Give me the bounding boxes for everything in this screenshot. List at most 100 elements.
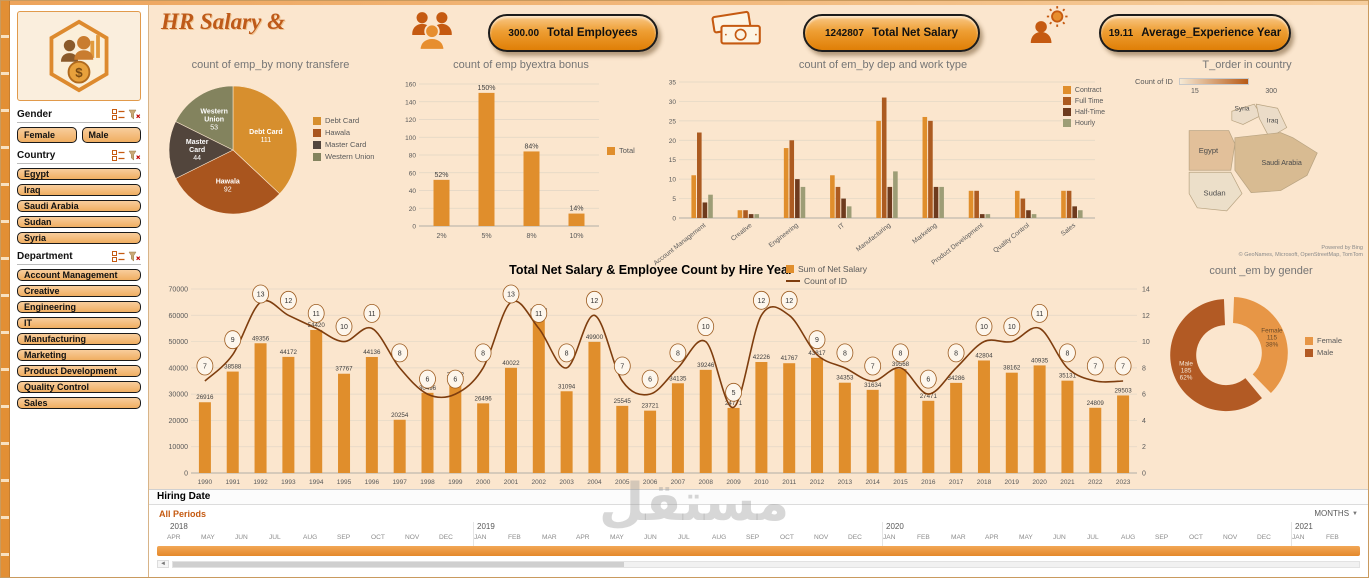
people-group-icon — [412, 12, 452, 51]
timeline-month-dec-2018[interactable]: DEC — [439, 534, 453, 541]
svg-text:11: 11 — [535, 311, 542, 318]
timeline-month-aug-2018[interactable]: AUG — [303, 534, 318, 541]
svg-text:40022: 40022 — [502, 360, 520, 367]
slicer-header: Gender — [17, 109, 141, 123]
clear-filter-icon[interactable] — [128, 150, 141, 161]
timeline-month-apr-2019[interactable]: APR — [576, 534, 590, 541]
slicer-item-male[interactable]: Male — [81, 127, 141, 143]
slicer-item-egypt[interactable]: Egypt — [17, 168, 141, 180]
timeline-month-apr-2020[interactable]: APR — [985, 534, 999, 541]
svg-text:15: 15 — [669, 157, 677, 164]
slicer-item-saudi-arabia[interactable]: Saudi Arabia — [17, 200, 141, 212]
pie-chart-title: count of emp_by mony transfere — [191, 59, 350, 71]
timeline-year-group-2018: 2018 APR MAY JUN JUL AUG SEP OCT NOV DEC — [167, 522, 473, 546]
legend-entry-hourly: Hourly — [1062, 119, 1105, 127]
svg-text:26916: 26916 — [196, 394, 214, 401]
svg-text:Account Management: Account Management — [652, 222, 707, 267]
timeline-month-nov-2019[interactable]: NOV — [814, 534, 829, 541]
donut-chart-card: count _em by gender Female 115 38% Male 185 6… — [1155, 265, 1367, 465]
timeline-month-apr-2018[interactable]: APR — [167, 534, 181, 541]
slicer-item-account-management[interactable]: Account Management — [17, 269, 141, 281]
timeline-month-may-2018[interactable]: MAY — [201, 534, 215, 541]
slicer-item-marketing[interactable]: Marketing — [17, 349, 141, 361]
kpi-total-net-salary: 1242807 Total Net Salary — [803, 14, 980, 52]
timeline-month-may-2019[interactable]: MAY — [610, 534, 624, 541]
timeline-month-mar-2019[interactable]: MAR — [542, 534, 557, 541]
timeline-scrollbar-thumb[interactable] — [173, 561, 624, 567]
timeline-month-aug-2020[interactable]: AUG — [1121, 534, 1136, 541]
timeline-month-nov-2018[interactable]: NOV — [405, 534, 420, 541]
timeline-month-aug-2019[interactable]: AUG — [712, 534, 727, 541]
svg-text:31634: 31634 — [864, 382, 882, 389]
slicer-item-syria[interactable]: Syria — [17, 232, 141, 244]
company-logo: $ — [17, 11, 141, 101]
slicer-item-creative[interactable]: Creative — [17, 285, 141, 297]
svg-text:8: 8 — [1065, 350, 1069, 357]
timeline-month-oct-2019[interactable]: OCT — [780, 534, 794, 541]
timeline-month-mar-2020[interactable]: MAR — [951, 534, 966, 541]
middle-east-map: Syria Iraq Egypt Saudi Arabia Sudan — [1188, 103, 1318, 212]
timeline-month-oct-2018[interactable]: OCT — [371, 534, 385, 541]
timeline-month-jan-2019[interactable]: JAN — [474, 534, 487, 541]
multiselect-icon[interactable] — [112, 109, 125, 120]
slicer-item-engineering[interactable]: Engineering — [17, 301, 141, 313]
slicer-country: Country Egypt Iraq Saudi Arabia Sudan Syria — [17, 150, 141, 244]
grouped-legend: Contract Full Time Half-Time Hourly — [1060, 85, 1107, 128]
timeline-month-sep-2018[interactable]: SEP — [337, 534, 351, 541]
svg-text:Quality Control: Quality Control — [992, 222, 1031, 255]
multiselect-icon[interactable] — [112, 251, 125, 262]
svg-text:1992: 1992 — [253, 479, 268, 486]
salary-by-hire-year-combo-chart: 0 0 10000 2 20000 4 30000 6 40000 8 50000 10 60000 12… — [169, 284, 1150, 486]
clear-filter-icon[interactable] — [128, 251, 141, 262]
extra-bonus-bar-chart: 0 20 40 60 80 100 120 140 160 52% 2% 150% 5% 84% 8% 14%… — [405, 82, 599, 240]
kpi-value: 1242807 — [824, 27, 864, 39]
slicer-item-female[interactable]: Female — [17, 127, 77, 143]
timeline-month-dec-2019[interactable]: DEC — [848, 534, 862, 541]
timeline-month-jan-2020[interactable]: JAN — [883, 534, 896, 541]
timeline-month-jun-2019[interactable]: JUN — [644, 534, 657, 541]
timeline-month-may-2020[interactable]: MAY — [1019, 534, 1033, 541]
timeline-month-jul-2018[interactable]: JUL — [269, 534, 281, 541]
timeline-month-feb-2020[interactable]: FEB — [917, 534, 930, 541]
timeline-month-jan-2021[interactable]: JAN — [1292, 534, 1305, 541]
slicer-item-sudan[interactable]: Sudan — [17, 216, 141, 228]
slicer-item-sales[interactable]: Sales — [17, 397, 141, 409]
legend-entry-half-time: Half-Time — [1062, 108, 1105, 116]
timeline-month-feb-2021[interactable]: FEB — [1326, 534, 1339, 541]
timeline-scrollbar[interactable] — [172, 560, 1360, 568]
timeline-month-dec-2020[interactable]: DEC — [1257, 534, 1271, 541]
svg-text:12: 12 — [285, 298, 293, 305]
slicer-item-manufacturing[interactable]: Manufacturing — [17, 333, 141, 345]
timeline-month-jun-2018[interactable]: JUN — [235, 534, 248, 541]
timeline-month-sep-2020[interactable]: SEP — [1155, 534, 1169, 541]
svg-text:Male: Male — [1179, 360, 1193, 367]
timeline-month-jul-2020[interactable]: JUL — [1087, 534, 1099, 541]
svg-text:25: 25 — [669, 118, 677, 125]
slicer-item-it[interactable]: IT — [17, 317, 141, 329]
svg-text:2007: 2007 — [671, 479, 686, 486]
multiselect-icon[interactable] — [112, 150, 125, 161]
timeline-month-jun-2020[interactable]: JUN — [1053, 534, 1066, 541]
slicer-item-quality-control[interactable]: Quality Control — [17, 381, 141, 393]
svg-text:6: 6 — [426, 377, 430, 384]
timeline-month-oct-2020[interactable]: OCT — [1189, 534, 1203, 541]
svg-text:2005: 2005 — [615, 479, 630, 486]
timeline-selection-bar[interactable] — [157, 546, 1360, 556]
timeline-year-group-2020: 2020 JAN FEB MAR APR MAY JUN JUL AUG SEP OCT NOV DEC — [882, 522, 1291, 546]
scroll-left-arrow[interactable]: ◄ — [157, 560, 169, 568]
svg-text:9: 9 — [231, 337, 235, 344]
svg-text:150%: 150% — [478, 85, 496, 92]
timeline-month-sep-2019[interactable]: SEP — [746, 534, 760, 541]
svg-text:70000: 70000 — [169, 287, 189, 294]
svg-text:38162: 38162 — [1003, 365, 1021, 372]
slicer-title: Gender — [17, 109, 53, 120]
timeline-month-feb-2019[interactable]: FEB — [508, 534, 521, 541]
slicer-item-iraq[interactable]: Iraq — [17, 184, 141, 196]
svg-text:6: 6 — [1142, 392, 1146, 399]
timeline-month-jul-2019[interactable]: JUL — [678, 534, 690, 541]
clear-filter-icon[interactable] — [128, 109, 141, 120]
svg-text:2014: 2014 — [865, 479, 880, 486]
slicer-item-product-development[interactable]: Product Development — [17, 365, 141, 377]
timeline-granularity-dropdown[interactable]: MONTHS ▼ — [1314, 509, 1358, 518]
timeline-month-nov-2020[interactable]: NOV — [1223, 534, 1238, 541]
